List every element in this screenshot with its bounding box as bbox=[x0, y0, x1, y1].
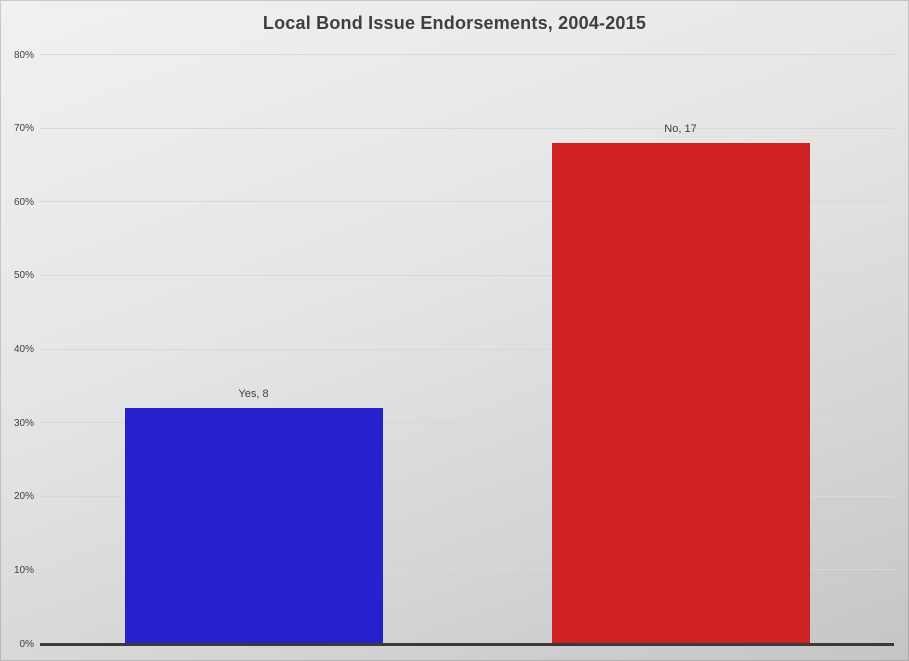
bar-data-label-no: No, 17 bbox=[664, 123, 697, 136]
ytick-label-30: 30% bbox=[13, 417, 34, 429]
gridline-20 bbox=[40, 495, 894, 497]
bar-data-label-yes: Yes, 8 bbox=[238, 388, 269, 401]
ytick-label-70: 70% bbox=[13, 123, 34, 135]
x-axis-line bbox=[40, 643, 894, 646]
gridline-10 bbox=[40, 569, 894, 571]
ytick-label-20: 20% bbox=[13, 491, 34, 503]
gridline-70 bbox=[40, 127, 894, 129]
bar-no bbox=[551, 143, 810, 644]
gridline-50 bbox=[40, 274, 894, 276]
gridline-80 bbox=[40, 54, 894, 55]
plot-area: Yes, 8 No, 17 bbox=[40, 54, 894, 646]
ytick-label-0: 0% bbox=[19, 638, 34, 650]
gridline-40 bbox=[40, 348, 894, 350]
chart-title: Local Bond Issue Endorsements, 2004-2015 bbox=[262, 13, 647, 33]
ytick-label-40: 40% bbox=[13, 344, 34, 355]
ytick-label-50: 50% bbox=[13, 270, 34, 282]
ytick-label-80: 80% bbox=[13, 49, 34, 61]
ytick-label-60: 60% bbox=[13, 196, 34, 208]
gridline-30 bbox=[40, 422, 894, 424]
gridline-60 bbox=[40, 201, 894, 203]
bar-yes bbox=[124, 408, 383, 644]
ytick-label-10: 10% bbox=[13, 564, 34, 576]
